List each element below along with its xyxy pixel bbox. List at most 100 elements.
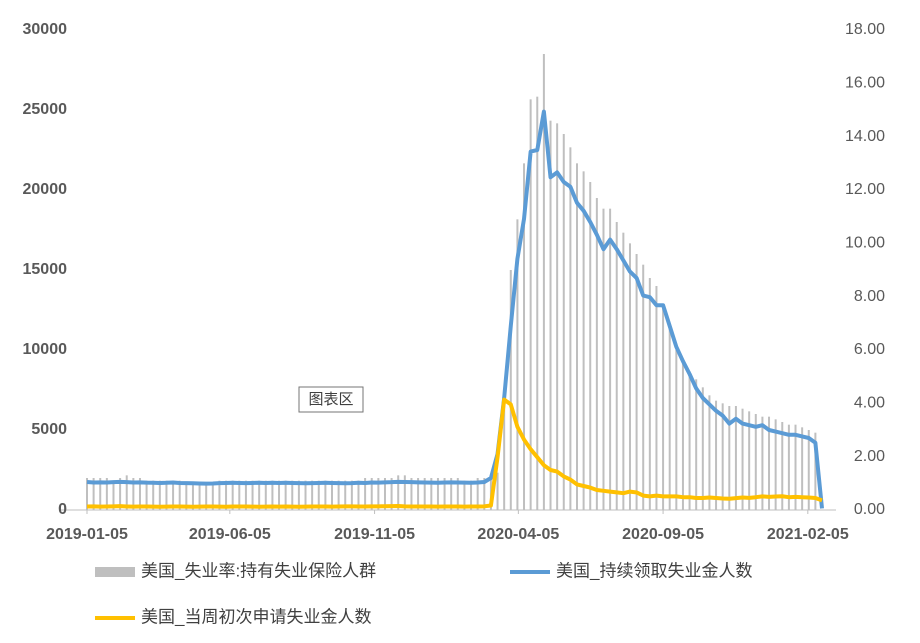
- bar: [198, 483, 201, 510]
- bar: [681, 360, 684, 510]
- bar: [112, 480, 115, 510]
- bar: [556, 123, 559, 510]
- bar: [781, 422, 784, 510]
- bar: [258, 480, 261, 510]
- bar: [304, 480, 307, 510]
- bar: [383, 478, 386, 510]
- bar: [436, 478, 439, 510]
- bar: [145, 480, 148, 510]
- bar: [463, 480, 466, 510]
- bar: [483, 478, 486, 510]
- y2-tick-label: 18.00: [845, 21, 885, 38]
- bar: [397, 475, 400, 510]
- bar: [748, 411, 751, 510]
- bar: [152, 480, 155, 510]
- bar: [165, 480, 168, 510]
- legend-marker: [95, 567, 135, 577]
- bar: [92, 478, 95, 510]
- bar: [271, 480, 274, 510]
- bar: [728, 406, 731, 510]
- bar: [119, 478, 122, 510]
- bar: [218, 480, 221, 510]
- bar: [185, 483, 188, 510]
- bar: [582, 171, 585, 511]
- bar: [549, 120, 552, 511]
- bar: [516, 219, 519, 511]
- bar: [278, 480, 281, 510]
- bar: [423, 478, 426, 510]
- y-tick-label: 30000: [23, 21, 68, 38]
- bar: [344, 480, 347, 510]
- x-tick-label: 2021-02-05: [767, 526, 849, 543]
- bar: [801, 427, 804, 510]
- bar: [158, 480, 161, 510]
- bar: [734, 406, 737, 510]
- bar: [708, 395, 711, 510]
- bar: [761, 416, 764, 510]
- bar: [648, 278, 651, 510]
- y-tick-label: 25000: [23, 101, 68, 118]
- x-tick-label: 2019-11-05: [334, 526, 415, 543]
- bar: [675, 350, 678, 510]
- y2-tick-label: 16.00: [845, 75, 885, 92]
- bar: [264, 480, 267, 510]
- bar: [403, 475, 406, 510]
- y2-tick-label: 6.00: [854, 341, 885, 358]
- y-tick-label: 15000: [23, 261, 68, 278]
- bar: [284, 480, 287, 510]
- bar: [364, 478, 367, 510]
- bar: [496, 472, 499, 510]
- x-tick-label: 2020-04-05: [477, 526, 559, 543]
- bar: [715, 400, 718, 510]
- bar: [470, 480, 473, 510]
- bar: [225, 480, 228, 510]
- bar: [86, 478, 88, 510]
- bar: [450, 478, 453, 510]
- bar: [178, 480, 181, 510]
- tooltip: 图表区: [308, 391, 353, 408]
- bar: [688, 371, 691, 510]
- bar: [430, 478, 433, 510]
- bar: [794, 424, 797, 510]
- bar: [774, 419, 777, 510]
- bar: [172, 480, 175, 510]
- bar: [628, 243, 631, 511]
- bar: [668, 326, 671, 510]
- x-tick-label: 2019-06-05: [189, 526, 271, 543]
- bar: [741, 408, 744, 510]
- bar: [721, 403, 724, 510]
- bar: [350, 480, 353, 510]
- bar: [503, 400, 506, 510]
- bar: [297, 480, 300, 510]
- bar: [205, 483, 208, 510]
- line-series: [86, 397, 823, 509]
- bar: [807, 430, 810, 510]
- y-tick-label: 10000: [23, 341, 68, 358]
- bar: [655, 286, 658, 510]
- bar: [138, 478, 141, 510]
- bar: [662, 304, 665, 510]
- bar: [410, 478, 413, 510]
- bar: [125, 475, 128, 510]
- tooltip-box: [298, 386, 364, 413]
- bar: [390, 478, 393, 510]
- bar: [311, 480, 314, 510]
- bar: [609, 208, 612, 510]
- bar: [324, 480, 327, 510]
- y2-tick-label: 14.00: [845, 128, 885, 145]
- bar: [529, 99, 532, 510]
- bar: [615, 222, 618, 510]
- bar: [523, 163, 526, 511]
- bar: [542, 54, 545, 510]
- bar: [642, 264, 645, 510]
- y2-tick-label: 8.00: [854, 288, 885, 305]
- bar: [509, 270, 512, 510]
- bar: [417, 478, 420, 510]
- bar: [595, 198, 598, 510]
- legend-label: 美国_持续领取失业金人数: [556, 561, 752, 580]
- bar: [536, 96, 539, 511]
- bar: [787, 424, 790, 510]
- bar: [99, 478, 102, 510]
- bar: [754, 414, 757, 510]
- bar: [476, 478, 479, 510]
